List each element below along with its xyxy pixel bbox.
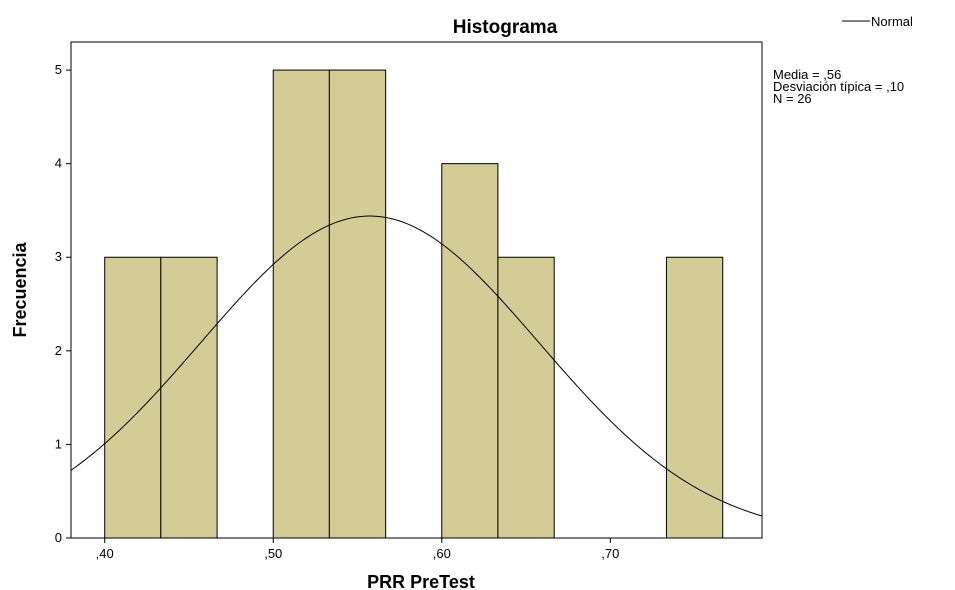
normal-curve [70, 215, 763, 517]
stat-mean: Media = ,56 [773, 67, 841, 82]
histogram-bar-1 [160, 256, 218, 539]
x-tick-label-0: ,40 [96, 546, 114, 561]
y-tick-label-2: 2 [55, 343, 62, 358]
histogram-bar-5 [497, 256, 555, 539]
histogram-bar-4 [441, 163, 499, 539]
y-tick-label-1: 1 [55, 436, 62, 451]
chart-title: Histograma [453, 17, 558, 38]
x-axis-title: PRR PreTest [367, 572, 475, 590]
y-tick-label-3: 3 [55, 249, 62, 264]
x-tick-label-2: ,60 [433, 546, 451, 561]
x-tick-label-3: ,70 [601, 546, 619, 561]
stat-n: N = 26 [773, 91, 812, 106]
histogram-bar-6 [665, 256, 724, 539]
histogram-bar-2 [272, 69, 330, 539]
x-tick-label-1: ,50 [264, 546, 282, 561]
bars-group [104, 69, 724, 539]
stat-sd: Desviación típica = ,10 [773, 79, 904, 94]
y-axis: 0 1 2 3 4 5 [55, 62, 71, 545]
y-tick-label-4: 4 [55, 156, 62, 171]
y-tick-label-5: 5 [55, 62, 62, 77]
histogram-bar-3 [328, 69, 387, 539]
y-tick-label-0: 0 [55, 530, 62, 545]
y-axis-title: Frecuencia [10, 241, 30, 337]
x-axis: ,40 ,50 ,60 ,70 [96, 538, 619, 561]
legend-label: Normal [871, 14, 913, 29]
